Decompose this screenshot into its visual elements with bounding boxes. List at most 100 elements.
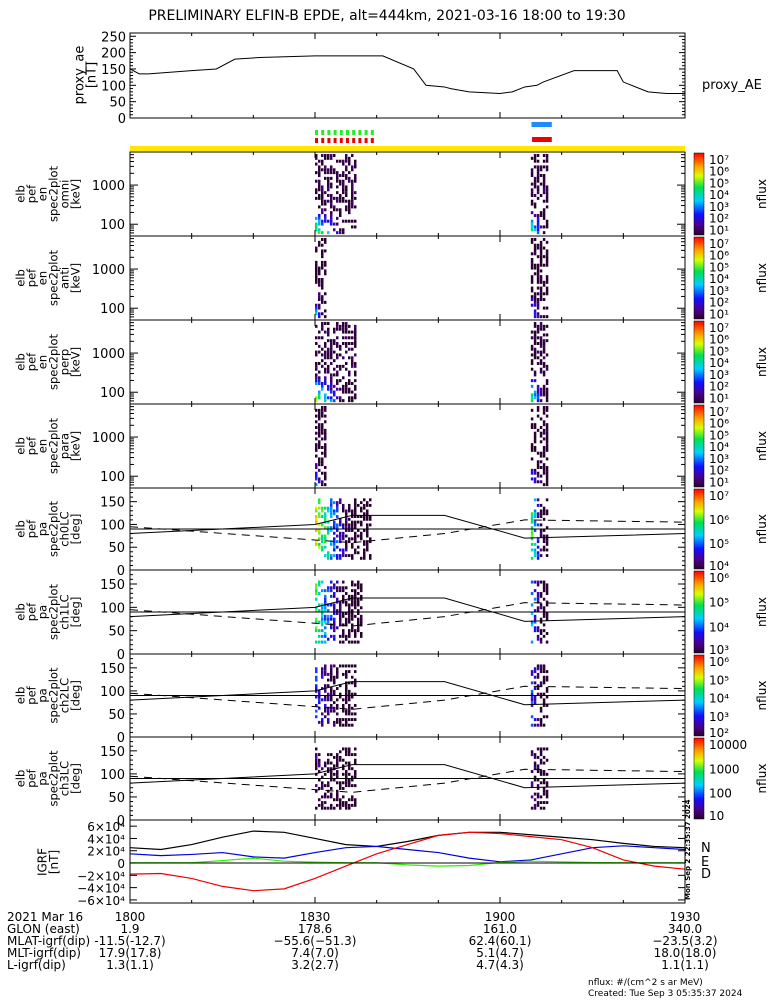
spectrogram-cell — [333, 583, 336, 587]
spectrogram-cell — [327, 692, 330, 696]
spectrogram-cell — [533, 667, 537, 671]
spectrogram-cell — [536, 312, 540, 316]
spectrogram-cell — [345, 168, 348, 172]
spectrogram-cell — [354, 520, 357, 524]
spectrogram-cell — [342, 327, 345, 331]
spectrogram-cell — [533, 312, 537, 316]
spectrogram-cell — [533, 431, 537, 435]
spectrogram-cell — [315, 162, 318, 166]
spectrogram-cell — [545, 617, 549, 621]
spectrogram-cell — [360, 597, 363, 601]
spectrogram-cell — [348, 211, 351, 215]
spectrogram-cell — [354, 159, 357, 163]
spectrogram-cell — [351, 199, 354, 203]
spectrogram-cell — [315, 367, 318, 371]
y-axis-label-line: pa — [36, 688, 50, 702]
x-row-value: 340.0 — [668, 922, 702, 936]
spectrogram-cell — [321, 364, 324, 368]
spectrogram-cell — [533, 512, 537, 516]
spectrogram-cell — [324, 171, 327, 175]
spectrogram-cell — [330, 614, 333, 618]
spectrogram-cell — [342, 589, 345, 593]
spectrogram-cell — [336, 353, 339, 357]
spectrogram-cell — [333, 208, 336, 212]
spectrogram-cell — [530, 211, 534, 215]
spectrogram-cell — [542, 451, 546, 455]
spectrogram-cell — [345, 350, 348, 354]
spectrogram-cell — [321, 634, 324, 638]
colorbar — [693, 654, 705, 737]
spectrogram-cell — [318, 753, 321, 757]
spectrogram-cell — [348, 390, 351, 394]
spectrogram-cell — [345, 670, 348, 674]
y-axis-label-line: en — [36, 355, 50, 369]
y-axis-label-line: [nT] — [85, 62, 100, 88]
spectrogram-cell — [539, 454, 543, 458]
spectrogram-cell — [351, 165, 354, 169]
spectrogram-cell — [321, 606, 324, 610]
spectrogram-cell — [354, 531, 357, 535]
spectrogram-cell — [321, 672, 324, 676]
spectrogram-cell — [324, 342, 327, 345]
spectrogram-cell — [354, 753, 357, 757]
spectrogram-cell — [315, 753, 318, 757]
spectrogram-cell — [342, 781, 345, 785]
spectrogram-cell — [345, 692, 348, 696]
colorbar-tick-label: 10⁶ — [709, 571, 729, 585]
spectrogram-cell — [315, 306, 318, 310]
y-tick-label: 0 — [118, 112, 126, 127]
spectrogram-cell — [545, 258, 549, 261]
spectrogram-cell — [336, 534, 339, 538]
loss-cone-line — [129, 597, 686, 622]
spectrogram-cell — [324, 795, 327, 799]
spectrogram-cell — [536, 684, 540, 688]
spectrogram-cell — [542, 681, 546, 685]
spectrogram-cell — [348, 634, 351, 638]
spectrogram-cell — [330, 387, 333, 391]
spectrogram-cell — [330, 342, 333, 345]
spectrogram-cell — [324, 199, 327, 203]
spectrogram-cell — [542, 589, 546, 593]
spectrogram-cell — [330, 154, 333, 157]
spectrogram-cell — [536, 406, 540, 409]
spectrogram-cell — [354, 629, 357, 633]
spectrogram-cell — [536, 512, 540, 516]
spectrogram-cell — [321, 260, 324, 264]
spectrogram-cell — [327, 185, 330, 189]
spectrogram-cell — [539, 289, 543, 293]
spectrogram-cell — [336, 501, 339, 505]
spectrogram-cell — [333, 764, 336, 768]
spectrogram-cell — [530, 640, 534, 644]
spectrogram-cell — [542, 466, 546, 469]
spectrogram-cell — [321, 545, 324, 549]
spectrogram-cell — [321, 620, 324, 624]
spectrogram-cell — [348, 179, 351, 183]
spectrogram-cell — [530, 384, 534, 388]
spectrogram-cell — [321, 243, 324, 247]
spectrogram-cell — [318, 720, 321, 724]
spectrogram-cell — [324, 216, 327, 220]
spectrogram-cell — [321, 222, 324, 226]
spectrogram-cell — [333, 637, 336, 641]
spectrogram-cell — [315, 529, 318, 532]
spectrogram-cell — [539, 692, 543, 696]
spectrogram-cell — [545, 471, 549, 475]
x-row-value: 5.1(4.7) — [476, 946, 524, 960]
spectrogram-cell — [354, 503, 357, 507]
spectrogram-cell — [536, 428, 540, 432]
spectrogram-cell — [545, 185, 549, 189]
colorbar-tick-label: 10 — [709, 809, 724, 823]
spectrogram-cell — [336, 772, 339, 776]
spectrogram-cell — [333, 755, 336, 759]
spectrogram-cell — [330, 589, 333, 593]
spectrogram-cell — [321, 540, 324, 544]
spectrogram-cell — [336, 208, 339, 212]
spectrogram-cell — [321, 255, 324, 259]
spectrogram-cell — [330, 803, 333, 807]
spectrogram-cell — [536, 764, 540, 768]
spectrogram-cell — [530, 681, 534, 685]
spectrogram-cell — [354, 498, 357, 502]
spectrogram-cell — [339, 620, 342, 624]
spectrogram-cell — [542, 225, 546, 229]
